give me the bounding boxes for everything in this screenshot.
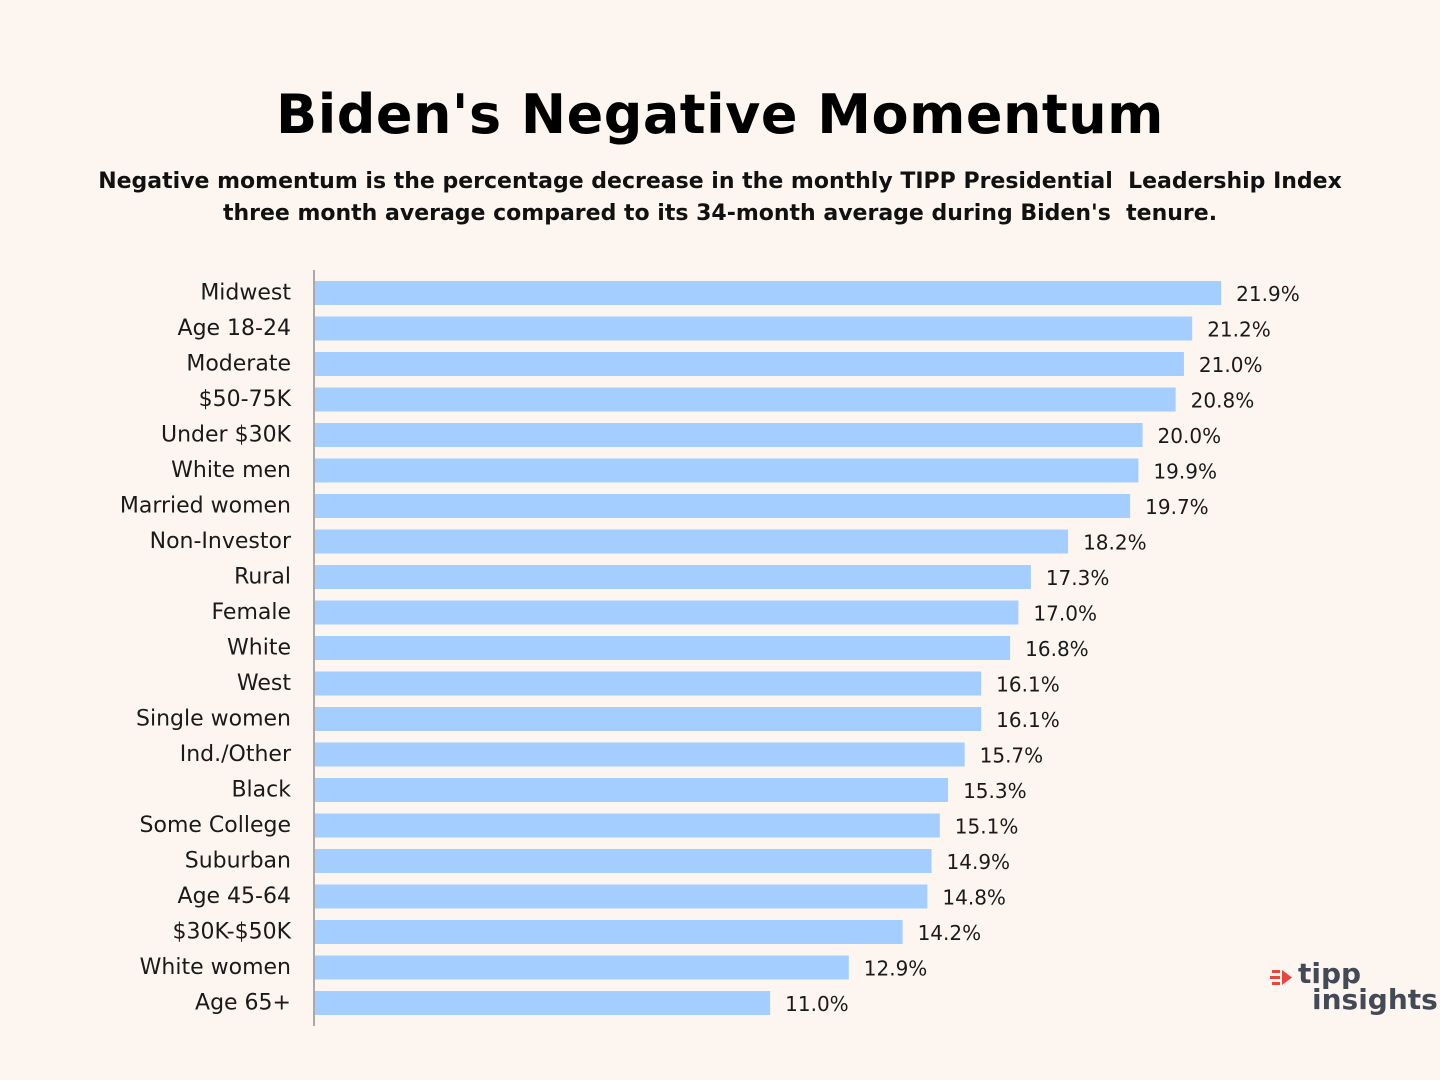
category-label: Age 18-24 bbox=[178, 316, 291, 341]
category-label: Rural bbox=[234, 565, 291, 590]
chart-subtitle-line-2: three month average compared to its 34-m… bbox=[222, 201, 1218, 226]
bar-2 bbox=[315, 352, 1184, 376]
bars-layer bbox=[315, 281, 1222, 1015]
value-label: 14.9% bbox=[947, 850, 1011, 874]
value-label: 14.8% bbox=[942, 886, 1006, 910]
bar-0 bbox=[315, 281, 1222, 305]
value-label: 21.2% bbox=[1207, 318, 1271, 342]
bar-8 bbox=[315, 565, 1031, 589]
category-label: Some College bbox=[140, 813, 291, 838]
logo-text-insights: insights bbox=[1312, 983, 1438, 1016]
category-label: Age 45-64 bbox=[178, 884, 291, 909]
value-label: 15.7% bbox=[980, 744, 1044, 768]
value-label: 17.3% bbox=[1046, 566, 1110, 590]
category-label: Non-Investor bbox=[150, 529, 292, 554]
category-label: Midwest bbox=[200, 281, 291, 306]
category-label: Age 65+ bbox=[195, 991, 291, 1016]
bar-3 bbox=[315, 387, 1176, 412]
category-label: Moderate bbox=[186, 352, 291, 377]
value-label: 19.9% bbox=[1153, 460, 1217, 484]
value-label: 20.0% bbox=[1158, 424, 1222, 448]
category-label: White bbox=[227, 636, 291, 661]
category-label: Female bbox=[211, 600, 291, 625]
category-label: Suburban bbox=[185, 849, 291, 874]
value-label: 14.2% bbox=[918, 921, 982, 945]
chart-title: Biden's Negative Momentum bbox=[276, 83, 1164, 146]
bar-11 bbox=[315, 671, 982, 696]
category-label: Single women bbox=[136, 707, 291, 732]
labels-layer: Midwest 21.9% Age 18-24 21.2% Moderate 21.0% $… bbox=[120, 281, 1300, 1017]
value-label: 16.8% bbox=[1025, 637, 1089, 661]
category-label: $50-75K bbox=[199, 387, 292, 412]
bar-15 bbox=[315, 813, 940, 838]
category-label: Under $30K bbox=[161, 423, 292, 448]
value-label: 12.9% bbox=[864, 957, 928, 981]
bar-19 bbox=[315, 955, 849, 980]
value-label: 20.8% bbox=[1191, 389, 1255, 413]
bar-17 bbox=[315, 884, 928, 909]
bar-13 bbox=[315, 742, 965, 767]
logo-mark-icon bbox=[1270, 970, 1292, 985]
logo-text-tipp: tipp bbox=[1298, 957, 1362, 990]
category-label: Black bbox=[231, 778, 291, 803]
bar-7 bbox=[315, 529, 1069, 554]
bar-10 bbox=[315, 636, 1011, 660]
bar-5 bbox=[315, 458, 1139, 483]
value-label: 21.9% bbox=[1236, 282, 1300, 306]
chart-subtitle-line-1: Negative momentum is the percentage decr… bbox=[98, 169, 1342, 194]
category-label: Married women bbox=[120, 494, 291, 519]
value-label: 15.1% bbox=[955, 815, 1019, 839]
tipp-insights-logo: tipp insights bbox=[1268, 958, 1438, 1022]
category-label: Ind./Other bbox=[180, 742, 292, 767]
bar-6 bbox=[315, 494, 1131, 518]
category-label: West bbox=[237, 671, 291, 696]
category-label: $30K-$50K bbox=[173, 920, 292, 945]
value-label: 16.1% bbox=[996, 708, 1060, 732]
value-label: 18.2% bbox=[1083, 531, 1147, 555]
bar-18 bbox=[315, 920, 903, 944]
bar-14 bbox=[315, 778, 949, 802]
bar-16 bbox=[315, 849, 932, 873]
value-label: 11.0% bbox=[785, 992, 849, 1016]
value-label: 19.7% bbox=[1145, 495, 1209, 519]
bar-20 bbox=[315, 991, 771, 1015]
value-label: 16.1% bbox=[996, 673, 1060, 697]
value-label: 21.0% bbox=[1199, 353, 1263, 377]
value-label: 15.3% bbox=[963, 779, 1027, 803]
category-label: White men bbox=[171, 458, 291, 483]
value-label: 17.0% bbox=[1033, 602, 1097, 626]
category-label: White women bbox=[140, 955, 291, 980]
bar-12 bbox=[315, 707, 982, 731]
bar-4 bbox=[315, 423, 1143, 447]
bar-9 bbox=[315, 600, 1019, 625]
bar-1 bbox=[315, 316, 1193, 341]
